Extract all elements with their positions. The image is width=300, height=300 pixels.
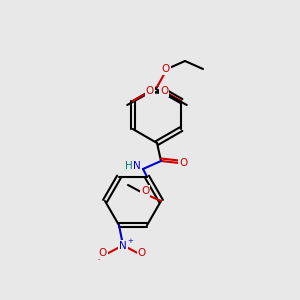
Text: O: O xyxy=(146,86,154,96)
Text: N: N xyxy=(133,161,141,171)
Text: O: O xyxy=(162,64,170,74)
Text: H: H xyxy=(125,161,133,171)
Text: O: O xyxy=(138,248,146,258)
Text: N: N xyxy=(119,241,127,251)
Text: O: O xyxy=(160,86,168,96)
Text: O: O xyxy=(99,248,107,258)
Text: O: O xyxy=(179,158,187,168)
Text: +: + xyxy=(127,238,133,244)
Text: -: - xyxy=(98,256,100,262)
Text: O: O xyxy=(141,186,149,196)
